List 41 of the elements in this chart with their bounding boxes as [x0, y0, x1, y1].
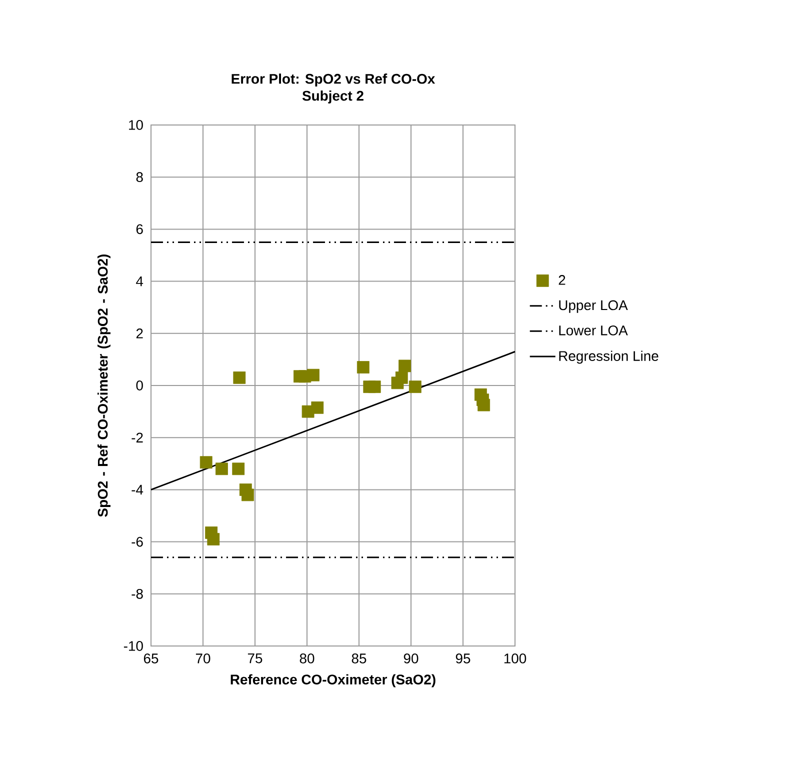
x-tick-label: 85	[352, 654, 366, 664]
y-tick-label: -4	[132, 484, 144, 494]
y-tick-label: -8	[132, 588, 143, 599]
y-tick-label: 2	[136, 328, 143, 338]
y-tick-label: -2	[132, 432, 143, 442]
point	[216, 462, 228, 476]
legend-label: Regression Line	[559, 350, 658, 364]
point	[242, 488, 254, 502]
y-tick-label: 10	[129, 120, 143, 130]
y-tick-label: -6	[132, 536, 143, 547]
point	[368, 380, 381, 393]
x-tick-label: 75	[248, 654, 262, 664]
point	[233, 371, 246, 384]
y-tick-label: -10	[124, 641, 143, 651]
point	[307, 368, 320, 382]
legend-label: 2	[558, 275, 566, 285]
x-tick-label: 80	[300, 654, 314, 664]
chart-title: Error Plot: SpO2 vs Ref CO-Ox	[232, 74, 436, 87]
legend-label: Upper LOA	[559, 300, 628, 313]
y-tick-label: 8	[136, 172, 143, 182]
x-tick-label: 100	[504, 654, 526, 664]
point	[356, 361, 370, 374]
point	[232, 462, 245, 476]
x-tick-label: 90	[404, 654, 418, 664]
point	[395, 371, 408, 384]
x-axis-title: Reference CO-Oximeter (SaO2)	[230, 674, 436, 688]
point	[478, 398, 490, 412]
y-axis-title: SpO2 - Ref CO-Oximeter (SpO2 - SaO2)	[97, 254, 110, 517]
y-tick-label: 4	[136, 276, 144, 286]
y-tick-label: 0	[136, 380, 143, 390]
point	[207, 532, 220, 546]
legend-label: Lower LOA	[559, 325, 628, 336]
x-tick-label: 70	[196, 654, 210, 664]
chart-subtitle: Subject 2	[302, 90, 364, 104]
x-tick-label: 65	[144, 654, 158, 664]
point	[200, 456, 212, 469]
y-tick-label: 6	[136, 224, 143, 234]
point	[398, 360, 411, 372]
x-tick-label: 95	[456, 654, 470, 664]
point	[408, 380, 422, 393]
point	[311, 401, 324, 414]
